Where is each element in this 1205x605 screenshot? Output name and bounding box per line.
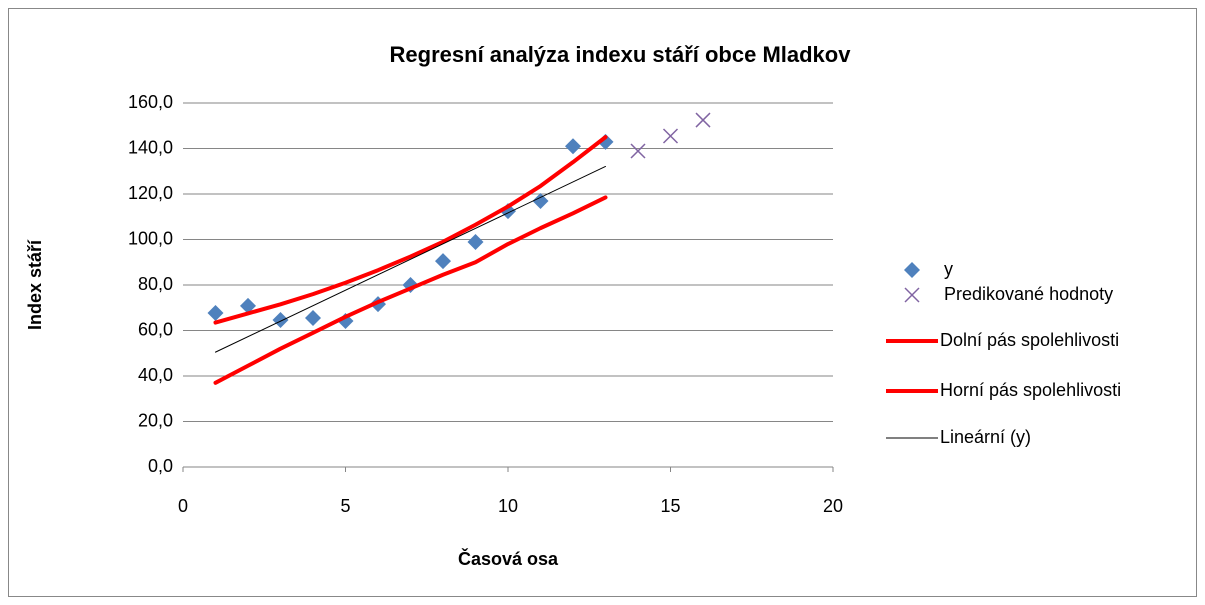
x-tick-label: 20	[823, 496, 843, 516]
x-axis-label: Časová osa	[458, 548, 559, 569]
series-line	[215, 165, 606, 353]
legend-label: Lineární (y)	[940, 427, 1031, 447]
data-point	[695, 112, 711, 128]
y-tick-label: 40,0	[138, 365, 173, 385]
x-tick-label: 0	[178, 496, 188, 516]
series-line	[213, 195, 608, 385]
data-point	[240, 297, 256, 314]
data-point	[207, 304, 224, 321]
data-point	[662, 128, 679, 144]
chart-frame	[8, 8, 1197, 597]
legend-label: y	[944, 259, 953, 279]
legend-marker	[904, 287, 920, 303]
data-point	[435, 253, 451, 270]
legend-label: Dolní pás spolehlivosti	[940, 330, 1119, 350]
y-tick-label: 0,0	[148, 456, 173, 476]
y-tick-label: 160,0	[128, 92, 173, 112]
legend-marker	[904, 262, 920, 278]
chart-title: Regresní analýza indexu stáří obce Mladk…	[390, 42, 852, 67]
y-tick-label: 120,0	[128, 183, 173, 203]
data-point	[565, 138, 581, 155]
y-axis-label: Index stáří	[25, 239, 45, 330]
y-tick-label: 60,0	[138, 319, 173, 339]
data-point	[532, 193, 549, 210]
data-point	[467, 234, 484, 251]
x-tick-label: 10	[498, 496, 518, 516]
y-tick-label: 100,0	[128, 228, 173, 248]
series-line	[213, 135, 608, 325]
legend-label: Horní pás spolehlivosti	[940, 380, 1121, 400]
data-point	[630, 143, 646, 159]
x-tick-label: 15	[660, 496, 680, 516]
x-tick-label: 5	[340, 496, 350, 516]
legend-label: Predikované hodnoty	[944, 284, 1113, 304]
data-point	[272, 312, 289, 329]
data-point	[305, 309, 321, 326]
y-tick-label: 20,0	[138, 410, 173, 430]
y-tick-label: 80,0	[138, 274, 173, 294]
y-tick-label: 140,0	[128, 137, 173, 157]
